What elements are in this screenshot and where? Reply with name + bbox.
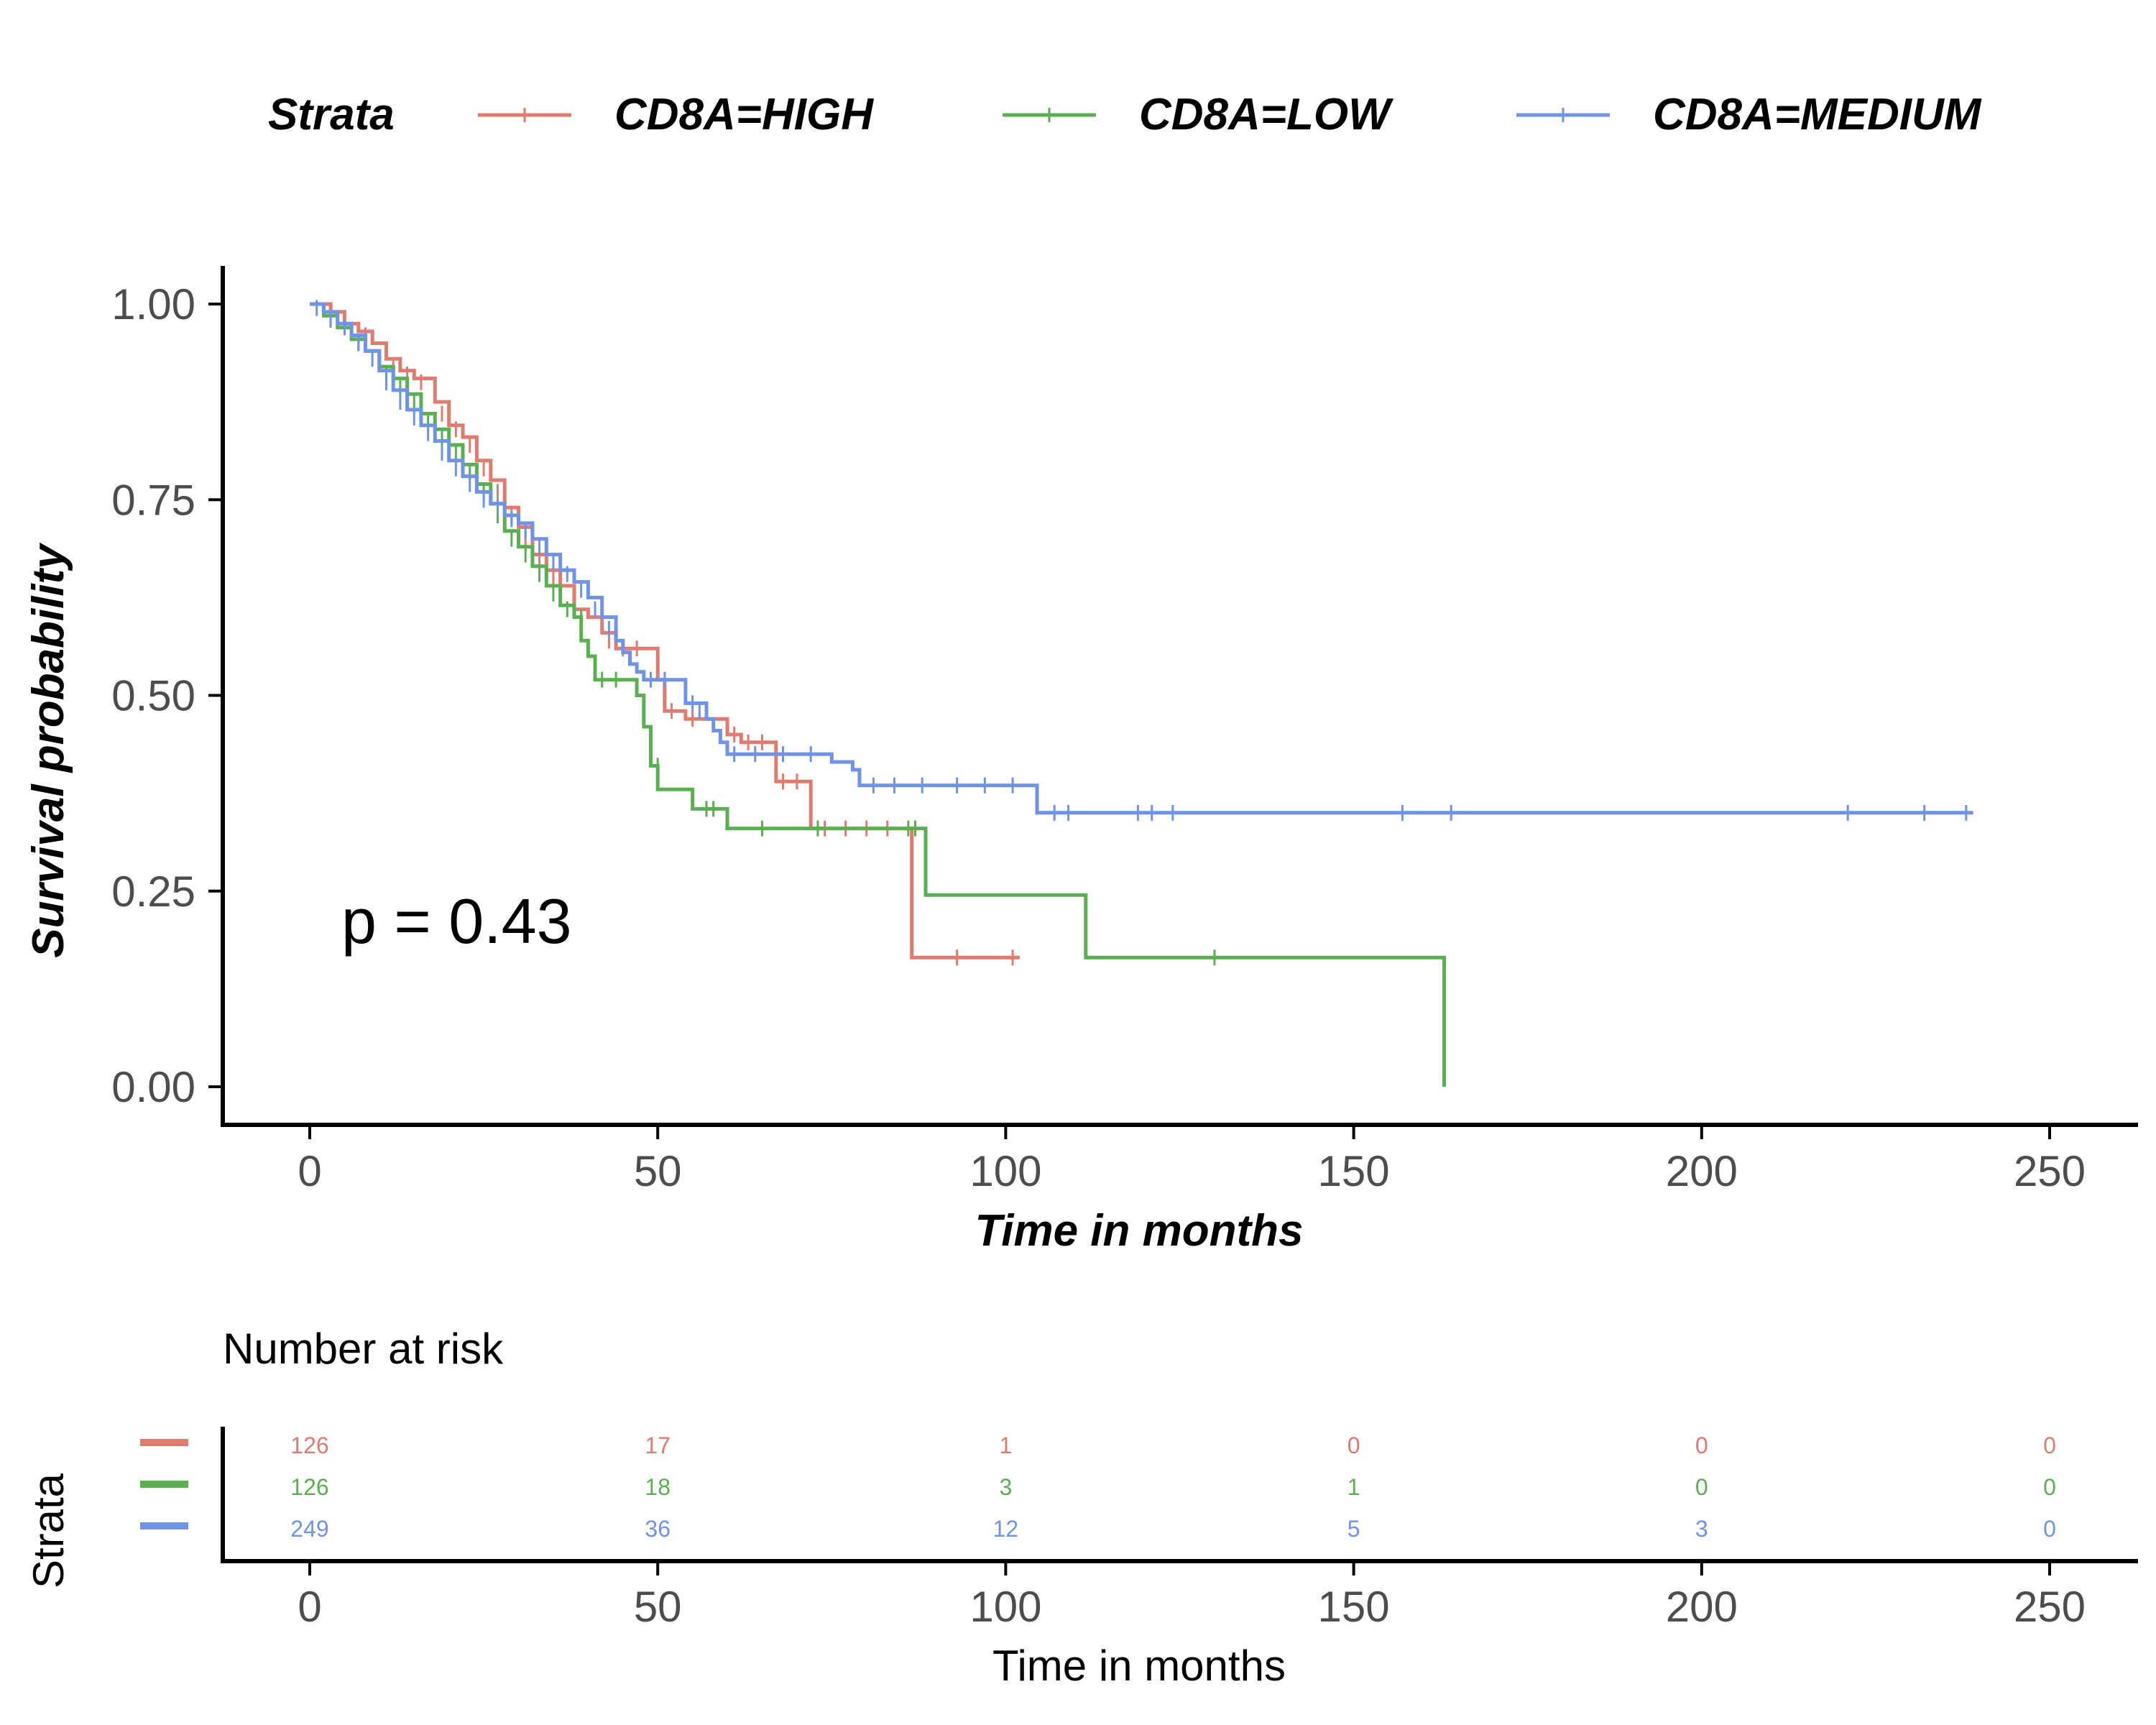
x-tick-label: 0: [298, 1147, 321, 1195]
risk-count-cd8a-medium: 5: [1348, 1516, 1360, 1542]
risk-count-cd8a-low: 0: [1695, 1474, 1708, 1500]
risk-count-cd8a-medium: 12: [993, 1516, 1019, 1542]
risk-count-cd8a-medium: 3: [1695, 1516, 1708, 1542]
risk-x-tick-label: 100: [969, 1583, 1041, 1631]
y-axis-title: Survival probability: [24, 542, 73, 958]
legend-label-cd8a-high: CD8A=HIGH: [614, 90, 874, 139]
risk-table: Number at risk Strata Time in months 126…: [24, 1325, 2138, 1690]
legend-title: Strata: [268, 90, 395, 139]
risk-x-tick-label: 200: [1666, 1583, 1738, 1631]
risk-x-tick-label: 250: [2014, 1583, 2086, 1631]
x-tick-label: 200: [1666, 1147, 1738, 1195]
curve-cd8a-medium: [310, 302, 1973, 815]
p-value-annotation: p = 0.43: [341, 886, 572, 957]
risk-count-cd8a-low: 3: [1000, 1474, 1013, 1500]
risk-count-cd8a-high: 1: [1000, 1432, 1013, 1458]
plot-axes: 0.00 0.25 0.50 0.75 1.00 0 50 100 150 200 250: [111, 266, 2138, 1195]
risk-count-cd8a-medium: 36: [645, 1516, 671, 1542]
legend-label-cd8a-low: CD8A=LOW: [1139, 90, 1393, 139]
risk-count-cd8a-high: 126: [290, 1432, 328, 1458]
y-tick-label: 0.75: [111, 476, 195, 524]
legend-entry-cd8a-high: CD8A=HIGH: [478, 90, 874, 139]
curve-cd8a-high: [310, 302, 1020, 960]
risk-count-cd8a-high: 0: [1348, 1432, 1360, 1458]
y-tick-label: 1.00: [111, 280, 195, 328]
survival-curves: [310, 300, 1973, 1087]
risk-count-cd8a-low: 126: [290, 1474, 328, 1500]
legend: Strata CD8A=HIGH CD8A=LOW CD8A=MEDIUM: [268, 90, 1982, 139]
x-tick-label: 150: [1318, 1147, 1390, 1195]
risk-table-y-title: Strata: [24, 1473, 73, 1588]
curve-cd8a-low: [310, 302, 1446, 1087]
x-tick-label: 50: [634, 1147, 682, 1195]
y-tick-label: 0.25: [111, 868, 195, 916]
x-axis-title: Time in months: [975, 1206, 1303, 1256]
risk-count-cd8a-medium: 249: [290, 1516, 328, 1542]
x-tick-label: 100: [969, 1147, 1041, 1195]
risk-count-cd8a-medium: 0: [2043, 1516, 2056, 1542]
y-tick-label: 0.50: [111, 672, 195, 720]
x-tick-label: 250: [2014, 1147, 2086, 1195]
risk-x-tick-label: 150: [1318, 1583, 1390, 1631]
risk-count-cd8a-low: 0: [2043, 1474, 2056, 1500]
risk-x-tick-label: 50: [634, 1583, 682, 1631]
risk-count-cd8a-low: 1: [1348, 1474, 1360, 1500]
risk-x-tick-label: 0: [298, 1583, 321, 1631]
legend-entry-cd8a-low: CD8A=LOW: [1003, 90, 1393, 139]
km-plot: 0.00 0.25 0.50 0.75 1.00 0 50 100 150 200 250 p = …: [24, 266, 2138, 1256]
risk-count-cd8a-low: 18: [645, 1474, 671, 1500]
risk-table-x-title: Time in months: [992, 1642, 1286, 1690]
risk-count-cd8a-high: 0: [2043, 1432, 2056, 1458]
risk-count-cd8a-high: 0: [1695, 1432, 1708, 1458]
legend-label-cd8a-medium: CD8A=MEDIUM: [1653, 90, 1982, 139]
y-tick-label: 0.00: [111, 1063, 195, 1111]
risk-count-cd8a-high: 17: [645, 1432, 671, 1458]
risk-table-title: Number at risk: [223, 1325, 504, 1373]
legend-entry-cd8a-medium: CD8A=MEDIUM: [1516, 90, 1982, 139]
